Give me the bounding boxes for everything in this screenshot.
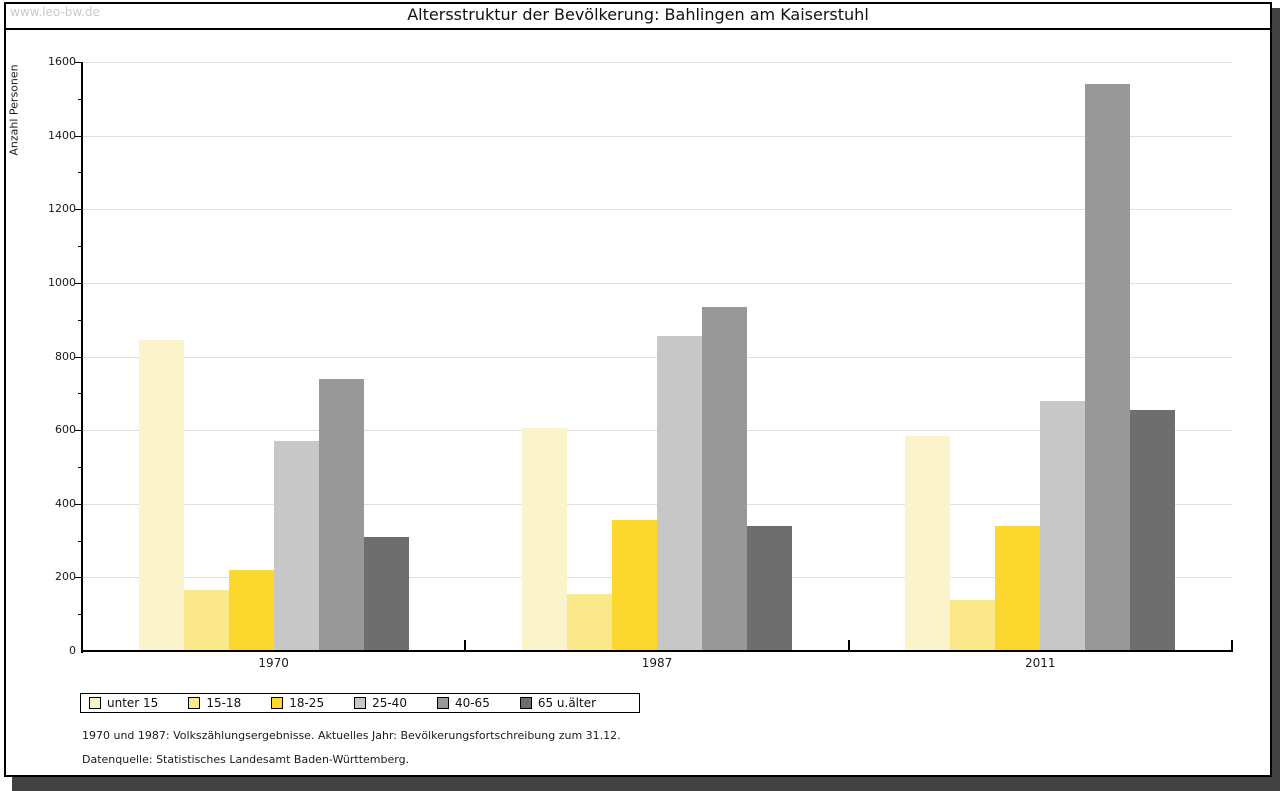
- legend-swatch-15-18: [188, 697, 201, 709]
- y-minor-tick-700: [78, 393, 82, 395]
- y-minor-tick-900: [78, 319, 82, 321]
- bar-1970-18-25: [228, 570, 274, 651]
- bar-1987-25-40: [657, 336, 702, 651]
- x-axis-line: [81, 650, 1233, 652]
- y-label-1400: 1400: [48, 128, 76, 142]
- legend: unter 15 15-18 18-25 25-40 40-65 65 u.älter: [80, 693, 640, 713]
- bar-1987-unter-15: [522, 428, 567, 651]
- bar-1987-40-65: [702, 306, 747, 651]
- gridline-1200: [83, 209, 1232, 211]
- footnote-source-method: 1970 und 1987: Volkszählungsergebnisse. …: [82, 729, 621, 742]
- y-label-0: 0: [69, 644, 76, 657]
- y-major-tick-400: [75, 503, 82, 505]
- watermark-url: www.leo-bw.de: [10, 5, 100, 19]
- frame-shadow-bottom: [12, 777, 1280, 791]
- y-label-200: 200: [55, 570, 76, 584]
- legend-label-25-40: 25-40: [372, 696, 407, 710]
- y-major-tick-1600: [75, 62, 82, 63]
- legend-item-25-40: 25-40: [354, 696, 407, 710]
- legend-swatch-40-65: [436, 697, 449, 709]
- x-axis-tick-1: [464, 640, 467, 651]
- y-minor-tick-1100: [78, 246, 82, 248]
- y-minor-tick-1300: [78, 172, 82, 174]
- bar-1987-18-25: [612, 520, 657, 651]
- legend-label-unter-15: unter 15: [107, 696, 159, 710]
- y-major-tick-200: [75, 577, 82, 579]
- x-label-1970: 1970: [258, 656, 289, 670]
- bar-1970-15-18: [183, 590, 229, 651]
- y-label-800: 800: [55, 349, 76, 363]
- y-major-tick-1400: [75, 135, 82, 137]
- frame-shadow-right: [1272, 8, 1280, 791]
- legend-label-40-65: 40-65: [454, 696, 490, 710]
- gridline-1000: [83, 282, 1232, 284]
- y-minor-tick-100: [78, 614, 82, 616]
- bar-2011-unter-15: [905, 435, 951, 651]
- y-major-tick-1000: [75, 282, 82, 284]
- bar-2011-40-65: [1085, 84, 1131, 651]
- bar-1970-65-u-aelter: [363, 536, 409, 651]
- footnote-data-source: Datenquelle: Statistisches Landesamt Bad…: [82, 753, 410, 766]
- legend-item-unter-15: unter 15: [89, 696, 158, 710]
- gridline-1600: [83, 62, 1232, 63]
- y-axis-line: [81, 62, 83, 653]
- y-label-600: 600: [55, 423, 76, 437]
- y-minor-tick-1500: [78, 98, 82, 100]
- legend-label-65-u-aelter: 65 u.älter: [537, 696, 597, 710]
- legend-label-18-25: 18-25: [289, 696, 325, 710]
- bar-2011-25-40: [1040, 400, 1086, 651]
- x-label-2011: 2011: [1025, 656, 1056, 670]
- y-label-1200: 1200: [48, 202, 76, 216]
- y-minor-tick-300: [78, 540, 82, 542]
- legend-swatch-18-25: [271, 697, 284, 709]
- title-separator-line: [6, 28, 1270, 30]
- chart-title: Altersstruktur der Bevölkerung: Bahlinge…: [407, 5, 869, 24]
- legend-item-65-u-aelter: 65 u.älter: [519, 696, 597, 710]
- bar-1987-15-18: [567, 593, 612, 651]
- legend-swatch-65-u-aelter: [519, 697, 532, 709]
- x-axis-tick-3: [1231, 640, 1233, 651]
- legend-label-15-18: 15-18: [206, 696, 242, 710]
- y-minor-tick-500: [78, 466, 82, 468]
- legend-swatch-unter-15: [89, 697, 101, 709]
- bar-1970-40-65: [318, 378, 364, 651]
- x-axis-tick-2: [847, 640, 850, 651]
- gridline-1400: [83, 135, 1232, 137]
- legend-swatch-25-40: [354, 697, 367, 709]
- y-major-tick-800: [75, 356, 82, 358]
- bar-1970-25-40: [273, 441, 319, 651]
- bar-2011-18-25: [995, 525, 1041, 651]
- y-major-tick-600: [75, 430, 82, 432]
- y-label-1600: 1600: [48, 55, 76, 68]
- bar-1987-65-u-aelter: [747, 525, 792, 651]
- legend-item-40-65: 40-65: [436, 696, 490, 710]
- legend-item-18-25: 18-25: [271, 696, 324, 710]
- y-label-400: 400: [55, 496, 76, 510]
- y-label-1000: 1000: [48, 275, 76, 289]
- x-label-1987: 1987: [641, 656, 673, 670]
- legend-item-15-18: 15-18: [188, 696, 241, 710]
- bar-1970-unter-15: [138, 339, 184, 651]
- bar-2011-15-18: [950, 599, 996, 651]
- y-major-tick-1200: [75, 209, 82, 211]
- bar-2011-65-u-aelter: [1130, 409, 1176, 651]
